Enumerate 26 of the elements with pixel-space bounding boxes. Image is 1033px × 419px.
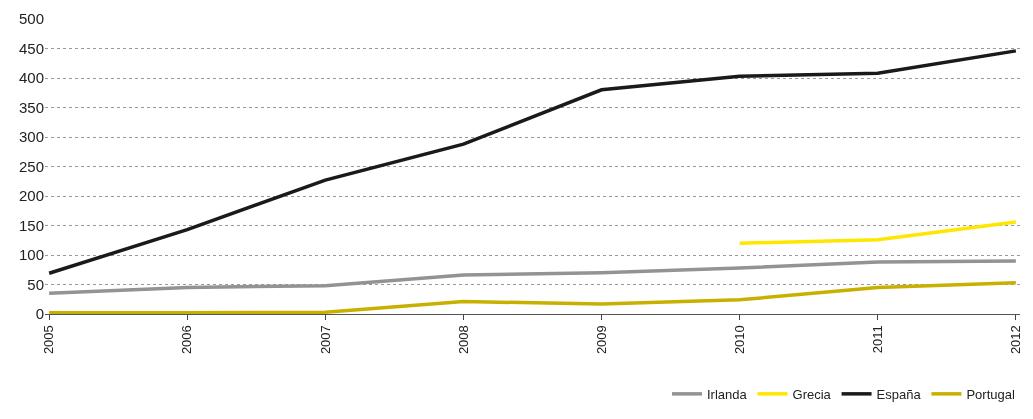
y-tick-label: 0 <box>35 305 44 323</box>
legend-label: España <box>876 386 922 402</box>
y-tick-label: 50 <box>27 275 44 293</box>
y-tick-label: 500 <box>18 10 44 28</box>
line-series <box>47 49 1018 276</box>
y-tick-label: 350 <box>18 98 44 116</box>
x-tick-label: 2005 <box>41 325 57 355</box>
legend-label: Portugal <box>966 386 1015 402</box>
legend-label: Irlanda <box>707 386 748 402</box>
line-series <box>47 280 1018 314</box>
legend-label: Grecia <box>792 386 832 402</box>
x-tick-label: 2007 <box>317 325 333 355</box>
x-tick-label: 2006 <box>179 325 195 355</box>
y-tick-label: 200 <box>18 187 44 205</box>
y-tick-label: 300 <box>18 128 44 146</box>
y-tick-label: 150 <box>18 216 44 234</box>
x-tick-label: 2011 <box>869 325 885 354</box>
x-tick-label: 2010 <box>731 325 747 355</box>
x-tick-label: 2009 <box>593 325 609 355</box>
y-tick-label: 250 <box>18 157 44 175</box>
line-series <box>47 259 1018 296</box>
x-tick-label: 2012 <box>1008 325 1024 355</box>
y-tick-label: 100 <box>18 246 44 264</box>
y-tick-label: 450 <box>18 39 44 57</box>
x-tick-label: 2008 <box>455 325 471 355</box>
y-tick-label: 400 <box>18 69 44 87</box>
